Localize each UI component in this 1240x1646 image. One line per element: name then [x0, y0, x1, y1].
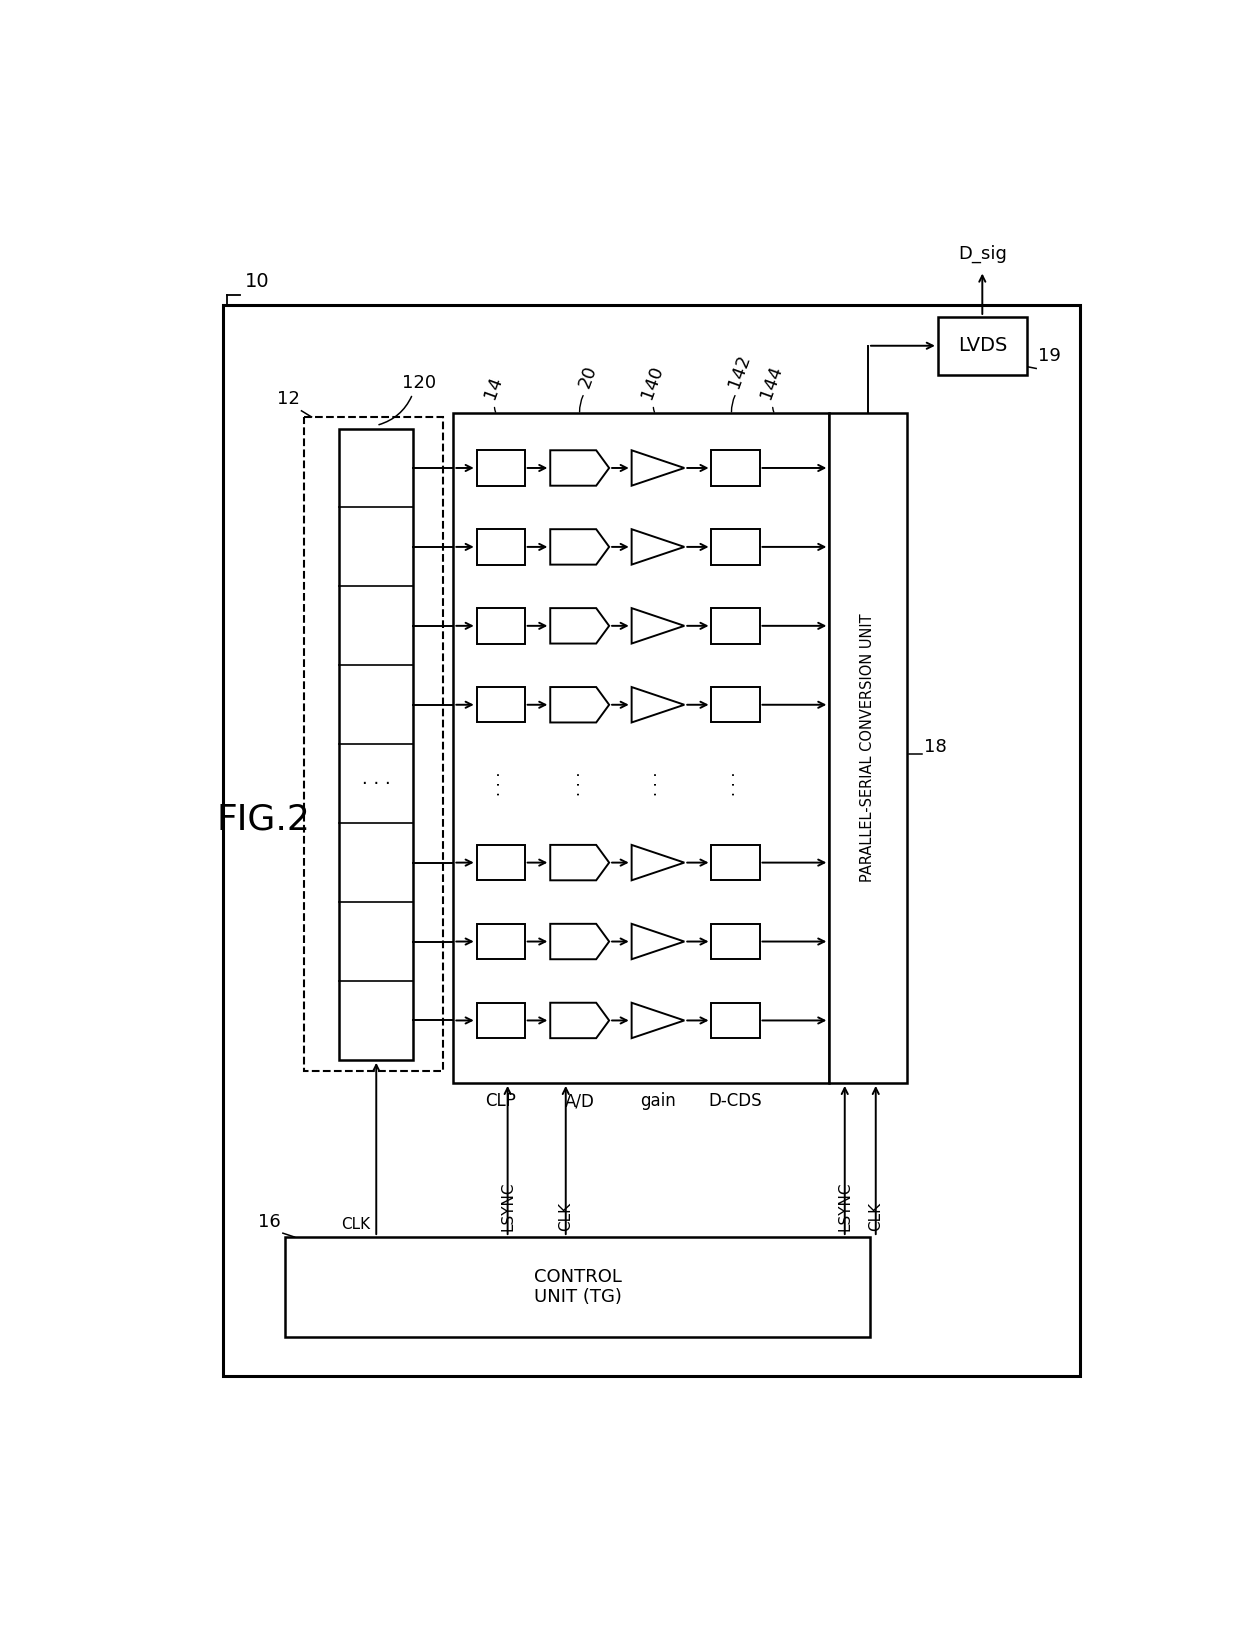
- Bar: [476, 1002, 525, 1039]
- Text: · · ·: · · ·: [362, 775, 391, 793]
- Polygon shape: [631, 844, 684, 881]
- Text: 19: 19: [1038, 347, 1060, 365]
- Text: 16: 16: [258, 1213, 280, 1231]
- Bar: [712, 530, 759, 565]
- Polygon shape: [631, 1002, 684, 1039]
- Bar: [712, 923, 759, 960]
- Bar: [223, 305, 1080, 1376]
- Polygon shape: [551, 451, 609, 486]
- Polygon shape: [551, 530, 609, 565]
- Text: CONTROL: CONTROL: [534, 1267, 621, 1286]
- Polygon shape: [551, 1002, 609, 1039]
- Bar: [476, 686, 525, 723]
- Text: 140: 140: [637, 364, 666, 402]
- Polygon shape: [631, 686, 684, 723]
- Bar: [476, 607, 525, 644]
- Polygon shape: [631, 451, 684, 486]
- Text: 144: 144: [756, 364, 785, 402]
- Text: CLK: CLK: [341, 1218, 370, 1233]
- Polygon shape: [551, 607, 609, 644]
- Text: CLK: CLK: [558, 1202, 573, 1231]
- Bar: [830, 413, 906, 1083]
- Text: 18: 18: [924, 737, 946, 756]
- Text: gain: gain: [640, 1093, 676, 1111]
- Text: LSYNC: LSYNC: [837, 1182, 852, 1231]
- Text: · · ·: · · ·: [651, 772, 666, 797]
- Text: 142: 142: [725, 352, 754, 390]
- Text: 14: 14: [481, 374, 505, 402]
- Text: 20: 20: [575, 362, 600, 390]
- Bar: [454, 413, 830, 1083]
- Text: D_sig: D_sig: [957, 245, 1007, 263]
- Bar: [712, 607, 759, 644]
- Text: · · ·: · · ·: [494, 772, 508, 797]
- Text: 120: 120: [402, 374, 436, 392]
- Bar: [476, 530, 525, 565]
- Bar: [476, 451, 525, 486]
- Polygon shape: [631, 607, 684, 644]
- Text: CLP: CLP: [485, 1093, 516, 1111]
- Polygon shape: [631, 530, 684, 565]
- Bar: [712, 844, 759, 881]
- Text: 10: 10: [246, 273, 269, 291]
- Polygon shape: [551, 686, 609, 723]
- Text: UNIT (TG): UNIT (TG): [534, 1289, 621, 1305]
- Polygon shape: [631, 923, 684, 960]
- Bar: [937, 318, 1027, 375]
- Polygon shape: [551, 923, 609, 960]
- Text: CLK: CLK: [868, 1202, 883, 1231]
- Bar: [340, 428, 413, 1060]
- Bar: [285, 1238, 870, 1337]
- Text: · · ·: · · ·: [573, 772, 588, 797]
- Text: 12: 12: [277, 390, 300, 408]
- Polygon shape: [551, 844, 609, 881]
- Text: PARALLEL-SERIAL CONVERSION UNIT: PARALLEL-SERIAL CONVERSION UNIT: [861, 614, 875, 882]
- Bar: [712, 451, 759, 486]
- Text: LSYNC: LSYNC: [500, 1182, 515, 1231]
- Bar: [476, 923, 525, 960]
- Text: · · ·: · · ·: [728, 772, 743, 797]
- Text: A/D: A/D: [564, 1093, 595, 1111]
- Text: FIG.2: FIG.2: [217, 802, 311, 836]
- Bar: [712, 1002, 759, 1039]
- Bar: [476, 844, 525, 881]
- Bar: [712, 686, 759, 723]
- Text: D-CDS: D-CDS: [709, 1093, 763, 1111]
- Text: LVDS: LVDS: [957, 336, 1007, 356]
- Bar: [304, 416, 444, 1072]
